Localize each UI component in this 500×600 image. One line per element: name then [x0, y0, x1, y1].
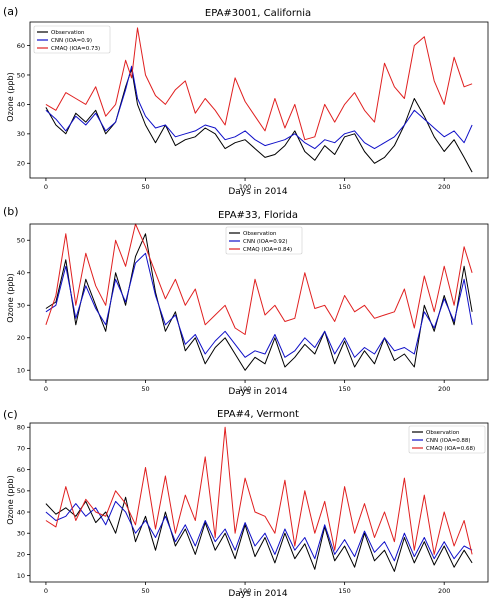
legend: Observation CNN (IOA=0.92) CMAQ (IOA=0.84): [225, 226, 303, 255]
legend-entry: CMAQ (IOA=0.68): [426, 446, 475, 452]
y-tick-label: 30: [17, 530, 25, 538]
panel-label: (b): [3, 205, 19, 218]
y-axis-label: Ozone (ppb): [6, 273, 15, 322]
panel-b: (b) EPA#33, Florida 0 50 100 150 200 10 20 30 40…: [3, 205, 489, 397]
axes-frame: [29, 223, 489, 381]
legend-entry: Observation: [426, 430, 460, 436]
x-tick-label: 150: [338, 183, 350, 191]
y-tick-label: 30: [17, 130, 25, 138]
series-line: [45, 233, 473, 371]
legend-entry: CNN (IOA=0.92): [243, 239, 288, 245]
chart-title: EPA#4, Vermont: [217, 409, 299, 420]
panel-label: (c): [3, 408, 18, 421]
y-tick-label: 30: [17, 302, 25, 310]
panel-c: (c) EPA#4, Vermont 0 50 100 150 200 10 20 30 40 5…: [3, 408, 489, 599]
legend-entry: Observation: [243, 231, 277, 237]
panel-a: (a) EPA#3001, California 0 50 100 150 200 20 3…: [3, 5, 489, 197]
legend: Observation CNN (IOA=0.88) CMAQ (IOA=0.68): [408, 425, 486, 454]
axes-frame: [29, 422, 489, 583]
y-tick-label: 50: [17, 237, 25, 245]
x-tick-label: 100: [239, 385, 251, 393]
y-axis-label: Ozone (ppb): [6, 475, 15, 524]
x-tick-label: 50: [141, 183, 149, 191]
y-tick-label: 50: [17, 71, 25, 79]
y-tick-label: 60: [17, 42, 25, 50]
x-tick-label: 50: [141, 587, 149, 595]
x-axis-label: Days in 2014: [228, 187, 288, 197]
y-axis-label: Ozone (ppb): [6, 72, 15, 121]
x-tick-label: 200: [438, 587, 450, 595]
y-tick-label: 20: [17, 334, 25, 342]
series-line: [45, 252, 473, 358]
y-tick-label: 60: [17, 466, 25, 474]
y-tick-label: 40: [17, 508, 25, 516]
x-axis-label: Days in 2014: [228, 589, 288, 599]
legend-box: [33, 25, 111, 54]
y-tick-label: 40: [17, 269, 25, 277]
legend-entry: Observation: [51, 30, 85, 36]
y-tick-label: 50: [17, 487, 25, 495]
legend-box: [225, 226, 303, 255]
panel-label: (a): [3, 5, 18, 18]
series-line: [45, 27, 473, 141]
series-line: [45, 496, 473, 572]
y-tick-label: 40: [17, 101, 25, 109]
plot-area: 0 50 100 150 200 10 20 30 40 50 Observation CNN (IO…: [17, 223, 489, 393]
chart-title: EPA#33, Florida: [218, 210, 298, 221]
plot-area: 0 50 100 150 200 10 20 30 40 50 60 70 80 Observation C…: [17, 422, 489, 595]
x-tick-label: 100: [239, 183, 251, 191]
series-line: [45, 223, 473, 335]
x-tick-label: 0: [44, 183, 48, 191]
x-tick-label: 200: [438, 183, 450, 191]
series-line: [45, 65, 473, 150]
axes-frame: [29, 21, 489, 179]
x-tick-label: 100: [239, 587, 251, 595]
y-tick-label: 80: [17, 424, 25, 432]
y-tick-label: 20: [17, 160, 25, 168]
series-line: [45, 426, 473, 555]
series-line: [45, 500, 473, 562]
y-tick-label: 20: [17, 551, 25, 559]
x-tick-label: 50: [141, 385, 149, 393]
y-tick-label: 10: [17, 367, 25, 375]
legend: Observation CNN (IOA=0.9) CMAQ (IOA=0.73): [33, 25, 111, 54]
legend-box: [408, 425, 486, 454]
legend-entry: CMAQ (IOA=0.73): [51, 46, 100, 52]
plot-area: 0 50 100 150 200 20 30 40 50 60 Observation CNN (IO…: [17, 21, 489, 191]
y-tick-label: 70: [17, 445, 25, 453]
series-line: [45, 68, 473, 173]
x-tick-label: 0: [44, 587, 48, 595]
x-tick-label: 200: [438, 385, 450, 393]
legend-entry: CNN (IOA=0.9): [51, 38, 92, 44]
chart-title: EPA#3001, California: [205, 8, 311, 19]
x-tick-label: 0: [44, 385, 48, 393]
x-tick-label: 150: [338, 385, 350, 393]
y-tick-label: 10: [17, 572, 25, 580]
x-axis-label: Days in 2014: [228, 387, 288, 397]
legend-entry: CNN (IOA=0.88): [426, 438, 471, 444]
legend-entry: CMAQ (IOA=0.84): [243, 247, 292, 253]
x-tick-label: 150: [338, 587, 350, 595]
